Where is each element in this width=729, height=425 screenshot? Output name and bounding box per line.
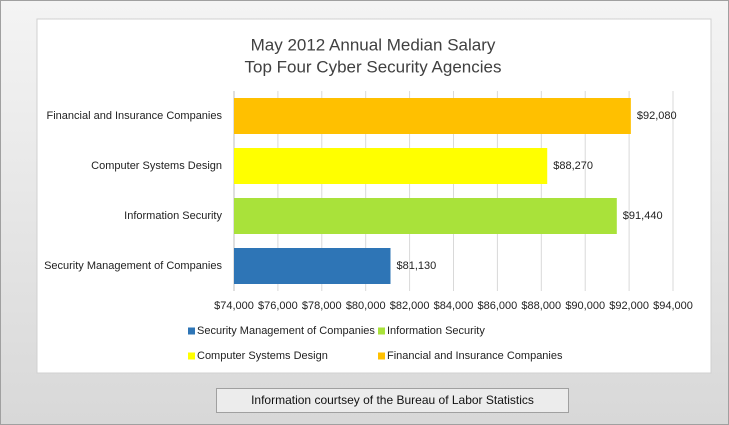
chart-title: May 2012 Annual Median Salary: [251, 35, 496, 54]
bar: [234, 198, 617, 234]
x-tick-label: $74,000: [214, 300, 254, 312]
x-tick-label: $86,000: [478, 300, 518, 312]
bar: [234, 98, 631, 134]
bar: [234, 248, 391, 284]
x-tick-label: $92,000: [609, 300, 649, 312]
legend-label: Information Security: [387, 325, 485, 337]
x-tick-label: $78,000: [302, 300, 342, 312]
y-tick-label: Information Security: [124, 210, 222, 222]
y-tick-label: Financial and Insurance Companies: [47, 110, 223, 122]
chart-subtitle: Top Four Cyber Security Agencies: [244, 57, 501, 76]
legend-label: Security Management of Companies: [197, 325, 375, 337]
x-tick-label: $88,000: [521, 300, 561, 312]
footer-note: Information courtsey of the Bureau of La…: [216, 388, 569, 413]
bar: [234, 148, 548, 184]
x-tick-label: $82,000: [390, 300, 430, 312]
legend-swatch: [378, 327, 385, 335]
legend-label: Computer Systems Design: [197, 350, 328, 362]
x-tick-label: $76,000: [258, 300, 298, 312]
value-label: $81,130: [397, 260, 437, 272]
legend-swatch: [188, 327, 195, 335]
value-label: $88,270: [553, 160, 593, 172]
x-tick-label: $80,000: [346, 300, 386, 312]
x-tick-label: $94,000: [653, 300, 693, 312]
legend-swatch: [188, 352, 195, 360]
legend-label: Financial and Insurance Companies: [387, 350, 563, 362]
value-label: $91,440: [623, 210, 663, 222]
x-tick-label: $84,000: [434, 300, 474, 312]
value-label: $92,080: [637, 110, 677, 122]
legend-swatch: [378, 352, 385, 360]
y-tick-label: Computer Systems Design: [91, 160, 222, 172]
chart-area: [36, 18, 712, 374]
y-tick-label: Security Management of Companies: [44, 260, 222, 272]
x-tick-label: $90,000: [565, 300, 605, 312]
